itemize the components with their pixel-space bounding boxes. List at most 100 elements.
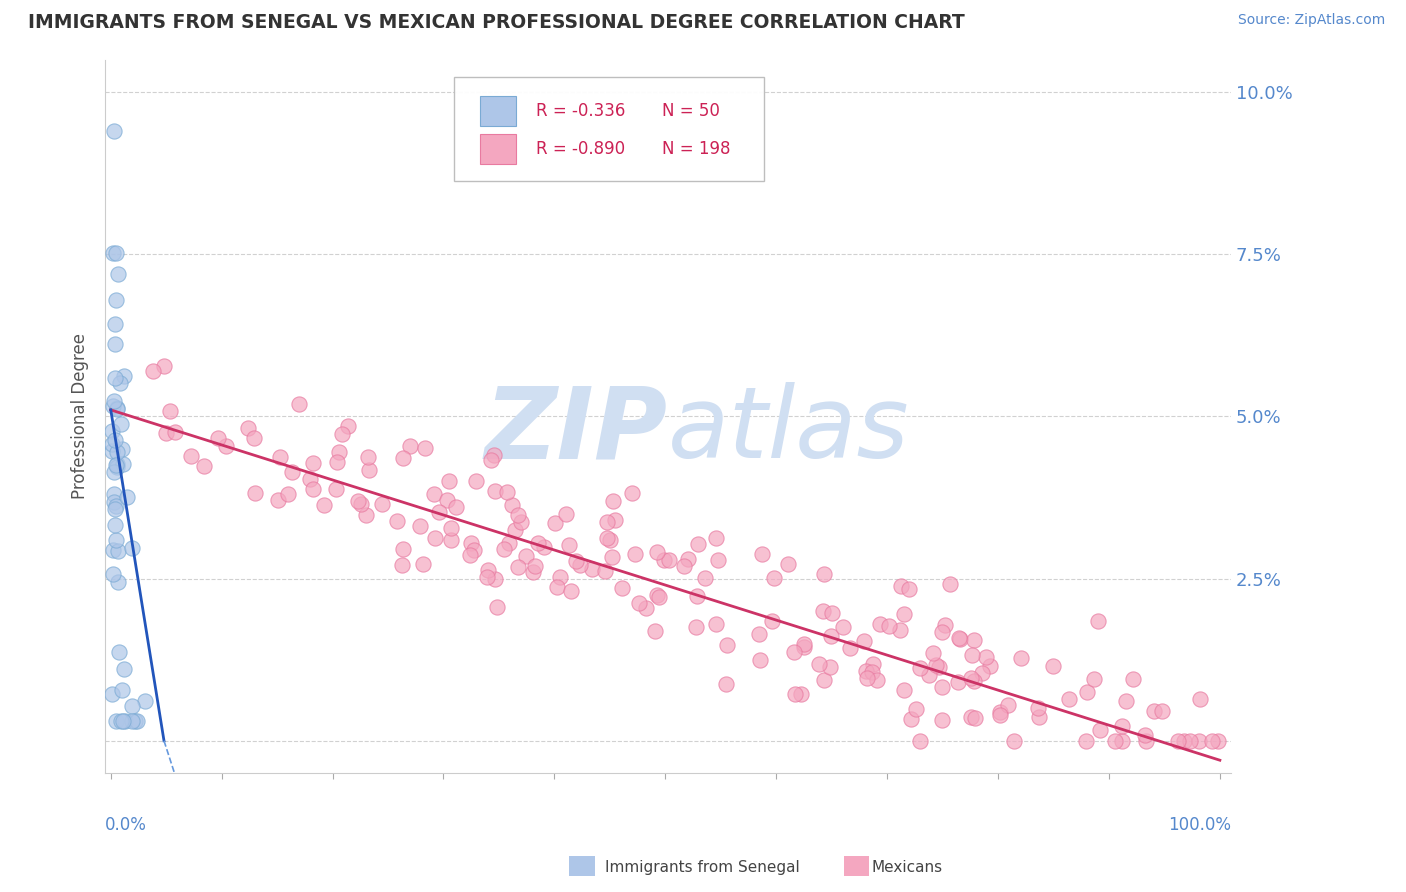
Point <box>533 540 555 554</box>
Point <box>108 645 131 659</box>
Point <box>444 500 467 515</box>
Point <box>104 517 127 532</box>
Point <box>790 688 813 702</box>
Point <box>121 698 143 713</box>
Point <box>1087 614 1109 628</box>
FancyBboxPatch shape <box>838 851 875 881</box>
Point <box>105 445 128 459</box>
Point <box>436 492 458 507</box>
Point <box>645 545 668 559</box>
Point <box>972 665 994 680</box>
Point <box>112 662 135 676</box>
Point <box>813 566 835 581</box>
Point <box>101 567 124 582</box>
Point <box>105 459 128 474</box>
Point <box>1111 733 1133 747</box>
Point <box>243 486 266 500</box>
Point <box>330 427 353 442</box>
Point <box>105 457 128 471</box>
Point <box>101 424 124 438</box>
Point <box>1150 704 1173 718</box>
Point <box>121 541 143 555</box>
Point <box>960 648 983 662</box>
Point <box>101 687 124 701</box>
Point <box>479 452 502 467</box>
Point <box>963 633 986 648</box>
Point <box>302 482 325 496</box>
Point <box>107 544 129 558</box>
Point <box>413 442 436 456</box>
Point <box>207 430 229 444</box>
Point <box>112 368 135 383</box>
Point <box>110 417 132 431</box>
Point <box>676 551 699 566</box>
Text: R = -0.890: R = -0.890 <box>536 140 626 158</box>
Text: N = 198: N = 198 <box>662 140 731 158</box>
Point <box>560 583 582 598</box>
Point <box>501 498 523 512</box>
Point <box>554 507 576 521</box>
Point <box>716 677 738 691</box>
Point <box>921 646 943 660</box>
Point <box>503 523 526 537</box>
Point <box>644 624 666 639</box>
Point <box>869 616 891 631</box>
Point <box>1173 733 1195 747</box>
Point <box>1083 672 1105 686</box>
Point <box>1104 733 1126 747</box>
Point <box>354 508 377 522</box>
Point <box>328 444 350 458</box>
Point <box>820 629 842 643</box>
Point <box>107 267 129 281</box>
Point <box>877 619 900 633</box>
Point <box>568 558 591 572</box>
Point <box>496 485 519 500</box>
Point <box>658 552 681 566</box>
Point <box>685 620 707 634</box>
Point <box>326 455 349 469</box>
Point <box>312 499 335 513</box>
Point <box>477 563 499 577</box>
Point <box>392 451 415 466</box>
Point <box>1201 733 1223 747</box>
Text: atlas: atlas <box>668 382 910 479</box>
Point <box>1111 719 1133 733</box>
Point <box>1042 659 1064 673</box>
Point <box>439 533 461 547</box>
Point <box>111 714 134 729</box>
Point <box>889 623 911 637</box>
Point <box>357 463 380 477</box>
Point <box>423 487 446 501</box>
Point <box>862 657 884 671</box>
Point <box>337 418 360 433</box>
Point <box>748 653 770 667</box>
Point <box>1057 692 1080 706</box>
Point <box>484 484 506 499</box>
Point <box>412 557 434 571</box>
Point <box>599 533 621 548</box>
Point <box>997 698 1019 713</box>
Point <box>931 680 953 694</box>
Point <box>104 501 127 516</box>
Point <box>988 705 1011 719</box>
Point <box>686 537 709 551</box>
Text: 100.0%: 100.0% <box>1168 816 1232 834</box>
Point <box>949 632 972 647</box>
Point <box>900 712 922 726</box>
Point <box>748 627 770 641</box>
Point <box>498 536 520 550</box>
Point <box>277 487 299 501</box>
Point <box>142 364 165 378</box>
Point <box>486 599 509 614</box>
Point <box>280 465 302 479</box>
Point <box>600 549 623 564</box>
Point <box>544 516 567 531</box>
Point <box>110 714 132 729</box>
Point <box>866 673 889 688</box>
Point <box>482 448 505 462</box>
Point <box>134 694 156 708</box>
Point <box>1189 692 1212 706</box>
Point <box>1122 672 1144 686</box>
Point <box>813 673 835 688</box>
Point <box>115 491 138 505</box>
